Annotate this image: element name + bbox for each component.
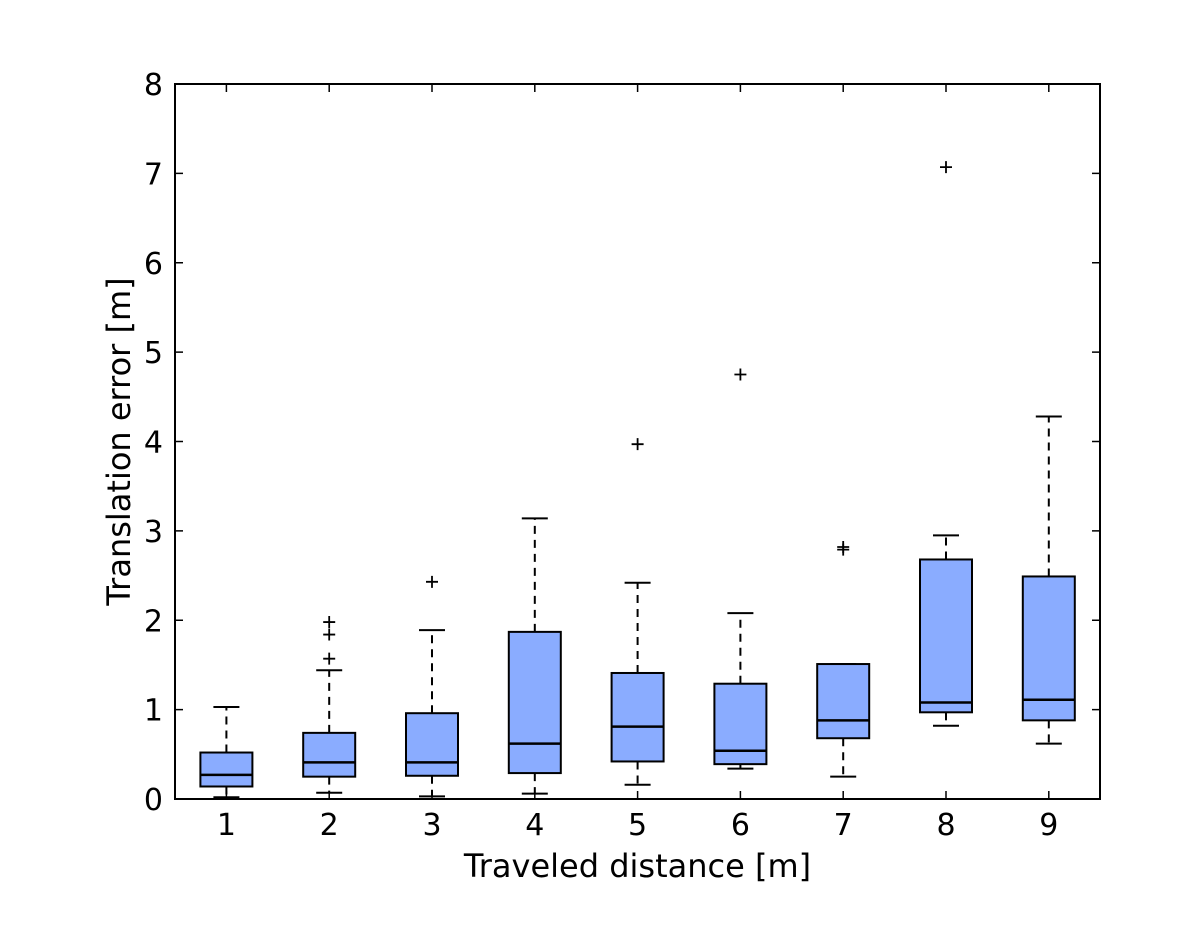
x-tick-label: 6 [731, 808, 750, 843]
y-axis-ticks: 0 1 2 3 4 5 6 7 8 [144, 68, 1100, 818]
box-group-3 [405, 575, 459, 798]
box-group-2 [302, 616, 357, 794]
x-tick-label: 2 [320, 808, 339, 843]
box-group-4 [507, 517, 562, 795]
y-tick-label: 8 [144, 68, 163, 103]
box-group-9 [1021, 415, 1076, 745]
box-group-5 [610, 438, 665, 786]
x-axis-label: Traveled distance [m] [463, 847, 811, 885]
y-tick-label: 0 [144, 783, 163, 818]
y-tick-label: 3 [144, 515, 163, 550]
box-iqr [507, 630, 562, 775]
box-iqr [199, 751, 254, 788]
y-tick-label: 4 [144, 426, 163, 461]
x-tick-label: 5 [628, 808, 647, 843]
y-tick-label: 6 [144, 247, 163, 282]
x-tick-label: 1 [217, 808, 236, 843]
box-iqr [302, 731, 357, 778]
outlier-marker [940, 161, 952, 174]
box-iqr [713, 682, 768, 766]
box-iqr [919, 558, 973, 714]
box-group-8 [919, 161, 973, 727]
outlier-marker [631, 438, 644, 451]
plot-area [199, 161, 1076, 799]
outlier-marker [323, 628, 336, 641]
box-iqr [405, 712, 459, 777]
x-tick-label: 7 [834, 808, 853, 843]
y-tick-label: 7 [144, 157, 163, 192]
box-group-6 [713, 368, 768, 770]
outlier-marker [734, 368, 747, 381]
x-axis-ticks: 1 2 3 4 5 6 7 8 9 [217, 84, 1058, 843]
outlier-marker [323, 652, 336, 665]
box-iqr [610, 671, 665, 763]
outlier-marker [837, 540, 850, 553]
box-group-1 [199, 705, 254, 799]
x-tick-label: 4 [525, 808, 544, 843]
x-tick-label: 8 [936, 808, 955, 843]
outlier-marker [426, 575, 438, 588]
y-axis-label: Translation error [m] [100, 277, 138, 606]
x-tick-label: 9 [1039, 808, 1058, 843]
plot-frame [174, 83, 1101, 800]
box-iqr [1021, 575, 1076, 722]
outlier-marker [323, 616, 336, 629]
box-group-7 [816, 540, 871, 778]
y-tick-label: 2 [144, 604, 163, 639]
y-tick-label: 1 [144, 694, 163, 729]
box-iqr [816, 663, 871, 740]
y-tick-label: 5 [144, 336, 163, 371]
x-tick-label: 3 [422, 808, 441, 843]
